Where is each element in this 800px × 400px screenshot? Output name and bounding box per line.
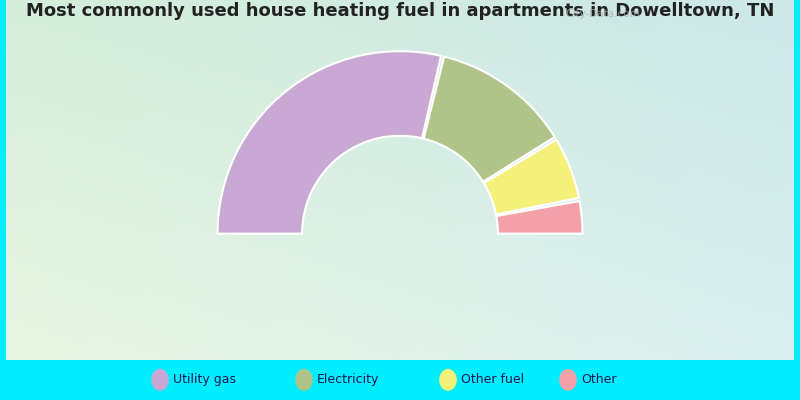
Text: City-Data.com: City-Data.com: [566, 9, 640, 19]
Text: Electricity: Electricity: [317, 373, 379, 386]
Text: Most commonly used house heating fuel in apartments in Dowelltown, TN: Most commonly used house heating fuel in…: [26, 2, 774, 20]
Ellipse shape: [439, 369, 457, 391]
Wedge shape: [496, 201, 582, 234]
Wedge shape: [218, 51, 441, 234]
Wedge shape: [484, 140, 579, 214]
Text: Utility gas: Utility gas: [173, 373, 236, 386]
Ellipse shape: [559, 369, 577, 391]
Ellipse shape: [295, 369, 313, 391]
Ellipse shape: [151, 369, 169, 391]
Wedge shape: [424, 56, 554, 182]
Text: Other: Other: [581, 373, 616, 386]
Text: Other fuel: Other fuel: [461, 373, 524, 386]
